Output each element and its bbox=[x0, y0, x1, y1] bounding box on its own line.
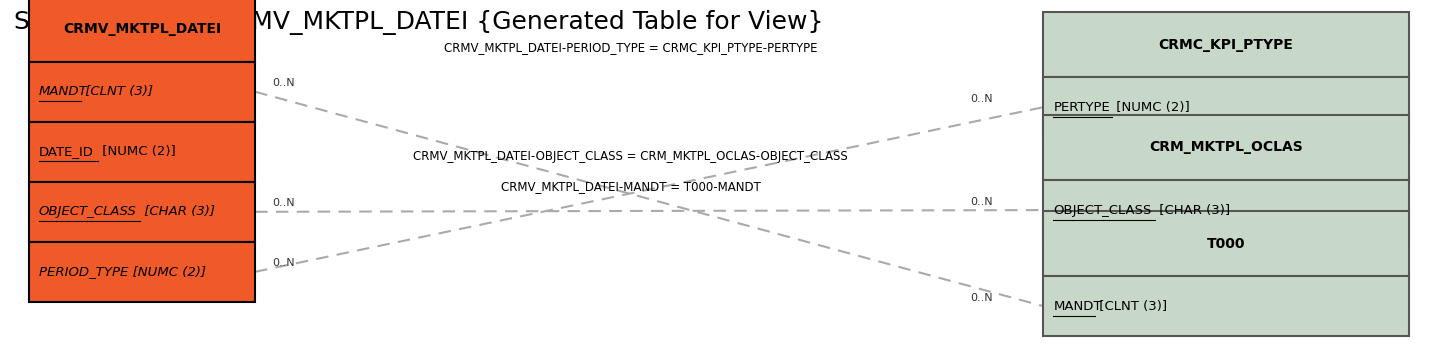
Text: CRMV_MKTPL_DATEI-MANDT = T000-MANDT: CRMV_MKTPL_DATEI-MANDT = T000-MANDT bbox=[500, 180, 761, 193]
Text: CRMV_MKTPL_DATEI: CRMV_MKTPL_DATEI bbox=[63, 22, 221, 36]
FancyBboxPatch shape bbox=[1043, 180, 1409, 240]
Text: [NUMC (2)]: [NUMC (2)] bbox=[1112, 101, 1189, 114]
FancyBboxPatch shape bbox=[1043, 77, 1409, 137]
Text: [CHAR (3)]: [CHAR (3)] bbox=[1155, 204, 1230, 216]
Text: DATE_ID: DATE_ID bbox=[39, 145, 93, 158]
Text: OBJECT_CLASS: OBJECT_CLASS bbox=[39, 205, 136, 218]
Text: OBJECT_CLASS: OBJECT_CLASS bbox=[1053, 204, 1152, 216]
Text: [CLNT (3)]: [CLNT (3)] bbox=[1095, 300, 1168, 312]
Text: [NUMC (2)]: [NUMC (2)] bbox=[97, 145, 175, 158]
FancyBboxPatch shape bbox=[29, 182, 255, 242]
Text: CRMV_MKTPL_DATEI-OBJECT_CLASS = CRM_MKTPL_OCLAS-OBJECT_CLASS: CRMV_MKTPL_DATEI-OBJECT_CLASS = CRM_MKTP… bbox=[413, 150, 848, 163]
Text: T000: T000 bbox=[1207, 237, 1245, 250]
Text: PERTYPE: PERTYPE bbox=[1053, 101, 1111, 114]
Text: [CLNT (3)]: [CLNT (3)] bbox=[80, 85, 153, 98]
Text: MANDT: MANDT bbox=[39, 85, 87, 98]
Text: MANDT: MANDT bbox=[1053, 300, 1102, 312]
FancyBboxPatch shape bbox=[1043, 276, 1409, 336]
FancyBboxPatch shape bbox=[1043, 211, 1409, 276]
Text: 0..N: 0..N bbox=[970, 94, 993, 104]
Text: 0..N: 0..N bbox=[272, 78, 295, 88]
Text: 0..N: 0..N bbox=[272, 258, 295, 268]
FancyBboxPatch shape bbox=[29, 242, 255, 302]
Text: 0..N: 0..N bbox=[970, 197, 993, 207]
Text: CRM_MKTPL_OCLAS: CRM_MKTPL_OCLAS bbox=[1149, 141, 1303, 154]
Text: 0..N: 0..N bbox=[970, 293, 993, 304]
FancyBboxPatch shape bbox=[1043, 12, 1409, 77]
FancyBboxPatch shape bbox=[29, 62, 255, 122]
FancyBboxPatch shape bbox=[29, 122, 255, 182]
Text: CRMV_MKTPL_DATEI-PERIOD_TYPE = CRMC_KPI_PTYPE-PERTYPE: CRMV_MKTPL_DATEI-PERIOD_TYPE = CRMC_KPI_… bbox=[444, 42, 817, 55]
Text: [CHAR (3)]: [CHAR (3)] bbox=[140, 205, 215, 218]
Text: CRMC_KPI_PTYPE: CRMC_KPI_PTYPE bbox=[1158, 38, 1294, 51]
Text: 0..N: 0..N bbox=[272, 198, 295, 208]
FancyBboxPatch shape bbox=[29, 0, 255, 62]
Text: SAP ABAP table CRMV_MKTPL_DATEI {Generated Table for View}: SAP ABAP table CRMV_MKTPL_DATEI {Generat… bbox=[14, 10, 824, 35]
Text: PERIOD_TYPE [NUMC (2)]: PERIOD_TYPE [NUMC (2)] bbox=[39, 265, 206, 278]
FancyBboxPatch shape bbox=[1043, 115, 1409, 180]
